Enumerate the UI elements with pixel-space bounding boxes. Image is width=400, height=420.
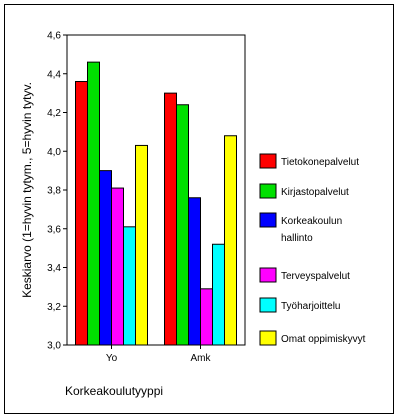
bar xyxy=(99,170,112,346)
legend: Tietokonepalvelut Kirjastopalvelut Korkeak… xyxy=(259,153,366,346)
y-tick-label: 4,0 xyxy=(47,147,61,158)
bar xyxy=(224,135,237,346)
legend-swatch xyxy=(259,330,277,346)
y-tick-label: 3,6 xyxy=(47,224,61,235)
y-tick-label: 3,8 xyxy=(47,186,61,197)
legend-label: Terveyspalvelut xyxy=(281,271,350,282)
axes-group: 3,0 3,2 3,4 3,6 3,8 4,0 4,2 4,4 4,6 Yo Amk xyxy=(47,31,246,364)
legend-label: Työharjoittelu xyxy=(281,301,340,312)
x-axis-title: Korkeakoulutyyppi xyxy=(65,384,163,398)
bar xyxy=(123,226,136,346)
bar xyxy=(176,104,189,346)
y-tick-label: 4,4 xyxy=(47,69,61,80)
legend-swatch xyxy=(259,267,277,283)
y-tick-label: 4,2 xyxy=(47,108,61,119)
bar xyxy=(87,61,100,346)
bar xyxy=(111,187,124,346)
bar xyxy=(212,243,225,346)
y-tick-label: 4,6 xyxy=(47,31,61,42)
bar xyxy=(164,92,177,346)
x-tick-label: Amk xyxy=(191,353,212,364)
legend-label: Omat oppimiskyvyt xyxy=(281,334,366,345)
legend-swatch xyxy=(259,212,277,228)
x-tick-label: Yo xyxy=(106,353,118,364)
y-tick-label: 3,2 xyxy=(47,302,61,313)
legend-swatch xyxy=(259,153,277,169)
legend-swatch xyxy=(259,183,277,199)
y-tick-label: 3,0 xyxy=(47,341,61,352)
bar xyxy=(135,144,148,346)
bar xyxy=(75,81,88,346)
bars-group xyxy=(75,61,237,346)
legend-label: Korkeakoulun hallinto xyxy=(281,216,342,244)
bar xyxy=(200,288,213,346)
legend-label: Tietokonepalvelut xyxy=(281,157,359,168)
legend-label: Kirjastopalvelut xyxy=(281,187,349,198)
bar xyxy=(188,197,201,346)
y-tick-label: 3,4 xyxy=(47,263,61,274)
y-axis-title: Keskiarvo (1=hyvin tytym., 5=hyvin tytyv… xyxy=(20,82,34,298)
legend-swatch xyxy=(259,297,277,313)
